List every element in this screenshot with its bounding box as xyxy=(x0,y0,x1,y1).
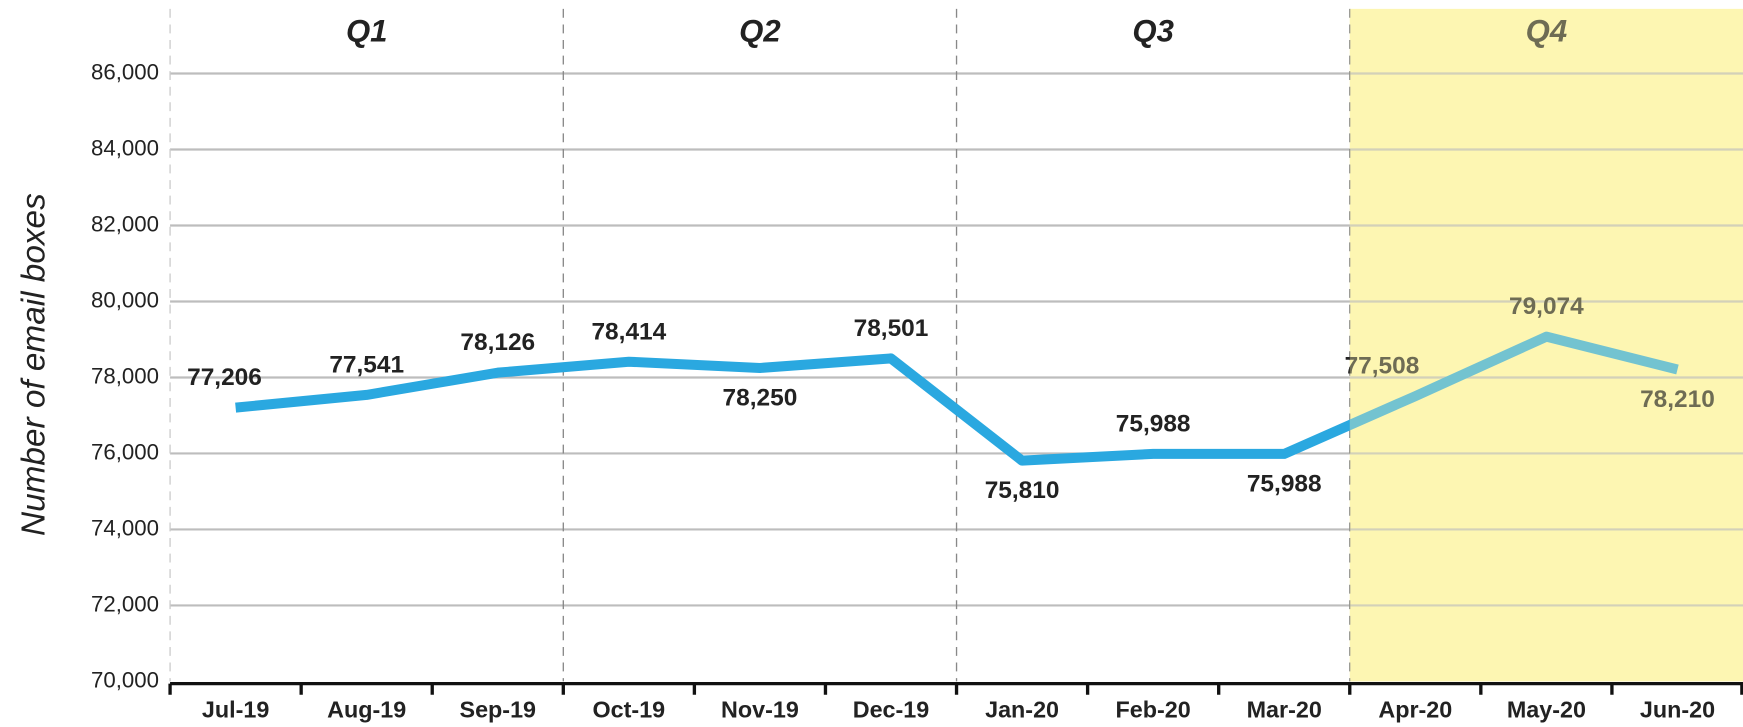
data-line xyxy=(235,331,1679,466)
x-tick-label: Sep-19 xyxy=(460,697,537,723)
y-tick-label: 80,000 xyxy=(91,287,159,312)
x-tick-label: Nov-19 xyxy=(721,697,799,723)
highlight-band xyxy=(1349,8,1743,682)
x-tick-label: Feb-20 xyxy=(1116,697,1191,723)
data-label: 77,541 xyxy=(329,351,404,378)
x-tick-label: Apr-20 xyxy=(1378,697,1452,723)
y-tick-label: 78,000 xyxy=(91,363,159,388)
y-tick-label: 82,000 xyxy=(91,211,159,236)
y-tick-label: 84,000 xyxy=(91,135,159,160)
data-label: 78,414 xyxy=(591,318,666,345)
x-tick-label: Aug-19 xyxy=(327,697,406,723)
quarter-label: Q1 xyxy=(346,14,388,49)
data-label: 75,988 xyxy=(1116,410,1191,437)
y-tick-label: 86,000 xyxy=(91,59,159,84)
data-label: 75,988 xyxy=(1247,470,1322,497)
x-tick-label: Dec-19 xyxy=(853,697,930,723)
y-tick-label: 76,000 xyxy=(91,439,159,464)
x-tick-label: Oct-19 xyxy=(593,697,666,723)
quarter-label: Q2 xyxy=(739,14,781,49)
data-label: 78,250 xyxy=(723,385,798,412)
x-tick-label: May-20 xyxy=(1507,697,1586,723)
y-tick-label: 74,000 xyxy=(91,515,159,540)
data-label: 77,508 xyxy=(1345,353,1420,380)
y-axis-label: Number of email boxes xyxy=(15,193,52,536)
x-tick-label: Jan-20 xyxy=(985,697,1059,723)
data-label: 78,210 xyxy=(1640,386,1715,413)
data-label: 78,501 xyxy=(854,315,929,342)
data-label: 79,074 xyxy=(1509,293,1584,320)
x-tick-label: Jun-20 xyxy=(1640,697,1715,723)
y-tick-label: 70,000 xyxy=(91,667,159,692)
x-tick-label: Mar-20 xyxy=(1247,697,1322,723)
data-label: 77,206 xyxy=(187,364,262,391)
data-label: 78,126 xyxy=(460,329,535,356)
y-tick-label: 72,000 xyxy=(91,591,159,616)
quarter-label: Q3 xyxy=(1132,14,1174,49)
data-label: 75,810 xyxy=(985,477,1060,504)
quarter-label: Q4 xyxy=(1526,14,1568,49)
x-tick-label: Jul-19 xyxy=(202,697,269,723)
